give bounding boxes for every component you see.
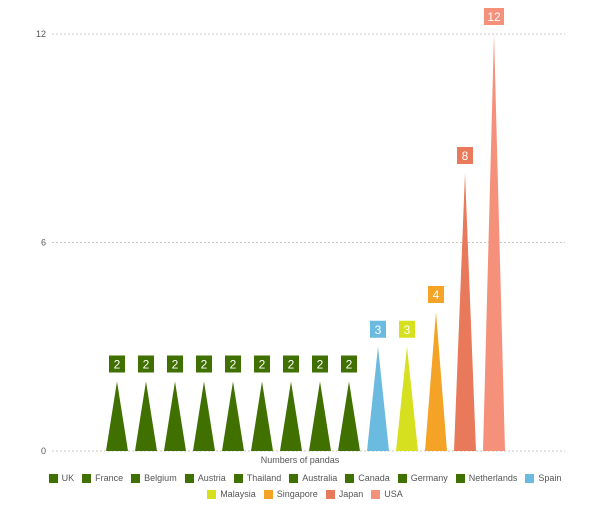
- legend-item-austria[interactable]: Austria: [184, 470, 226, 486]
- svg-text:3: 3: [375, 323, 382, 337]
- data-label-canada: 2: [283, 355, 299, 373]
- legend-label: Malaysia: [220, 489, 256, 499]
- legend-label: Germany: [410, 473, 448, 483]
- legend-swatch: [345, 473, 355, 483]
- y-tick-label: 6: [41, 238, 46, 248]
- bar-singapore: [425, 312, 447, 451]
- bar-germany: [309, 381, 331, 451]
- data-label-uk: 2: [109, 355, 125, 373]
- legend-item-japan[interactable]: Japan: [325, 486, 364, 502]
- legend: UK France Belgium Austria Thailand Australia C…: [40, 470, 570, 502]
- data-label-spain: 3: [370, 320, 386, 338]
- legend-label: USA: [384, 489, 403, 499]
- data-label-australia: 2: [254, 355, 270, 373]
- y-tick-label: 12: [36, 29, 46, 39]
- legend-label: Austria: [197, 473, 226, 483]
- legend-swatch: [455, 473, 465, 483]
- legend-item-germany[interactable]: Germany: [397, 470, 448, 486]
- legend-swatch: [207, 489, 217, 499]
- data-label-france: 2: [138, 355, 154, 373]
- legend-swatch: [131, 473, 141, 483]
- legend-label: Australia: [302, 473, 338, 483]
- data-label-usa: 12: [484, 8, 504, 25]
- data-label-thailand: 2: [225, 355, 241, 373]
- svg-text:12: 12: [487, 10, 501, 24]
- svg-text:8: 8: [462, 149, 469, 163]
- svg-text:4: 4: [433, 288, 440, 302]
- legend-swatch: [48, 473, 58, 483]
- legend-item-singapore[interactable]: Singapore: [263, 486, 318, 502]
- bar-france: [135, 381, 157, 451]
- svg-text:2: 2: [143, 358, 150, 372]
- bar-usa: [483, 34, 505, 451]
- svg-text:2: 2: [230, 358, 237, 372]
- legend-swatch: [397, 473, 407, 483]
- legend-item-spain[interactable]: Spain: [525, 470, 561, 486]
- legend-item-uk[interactable]: UK: [48, 470, 75, 486]
- legend-item-belgium[interactable]: Belgium: [131, 470, 177, 486]
- legend-item-netherlands[interactable]: Netherlands: [455, 470, 518, 486]
- svg-text:2: 2: [259, 358, 266, 372]
- legend-label: France: [95, 473, 124, 483]
- legend-item-australia[interactable]: Australia: [289, 470, 337, 486]
- legend-item-malaysia[interactable]: Malaysia: [207, 486, 256, 502]
- data-label-belgium: 2: [167, 355, 183, 373]
- data-label-germany: 2: [312, 355, 328, 373]
- data-label-malaysia: 3: [399, 320, 415, 338]
- data-labels: 2 2 2 2 2 2 2 2 2 3 3 4 8 12: [109, 8, 504, 373]
- bar-uk: [106, 381, 128, 451]
- legend-swatch: [289, 473, 299, 483]
- svg-text:2: 2: [114, 358, 121, 372]
- legend-label: UK: [61, 473, 75, 483]
- data-label-singapore: 4: [428, 286, 444, 303]
- legend-item-canada[interactable]: Canada: [345, 470, 390, 486]
- svg-text:2: 2: [346, 358, 353, 372]
- data-label-netherlands: 2: [341, 355, 357, 373]
- bar-japan: [454, 173, 476, 451]
- legend-item-thailand[interactable]: Thailand: [233, 470, 282, 486]
- x-axis-label: Numbers of pandas: [261, 455, 340, 465]
- bar-thailand: [222, 381, 244, 451]
- legend-swatch: [263, 489, 273, 499]
- legend-label: Canada: [358, 473, 390, 483]
- svg-text:2: 2: [317, 358, 324, 372]
- legend-swatch: [525, 473, 535, 483]
- legend-item-france[interactable]: France: [82, 470, 123, 486]
- svg-text:2: 2: [201, 358, 208, 372]
- svg-text:3: 3: [404, 323, 411, 337]
- bars: [106, 34, 505, 451]
- legend-swatch: [184, 473, 194, 483]
- data-label-japan: 8: [457, 147, 473, 164]
- legend-label: Netherlands: [468, 473, 518, 483]
- bar-spain: [367, 346, 389, 451]
- bar-netherlands: [338, 381, 360, 451]
- legend-item-usa[interactable]: USA: [371, 486, 403, 502]
- svg-text:2: 2: [172, 358, 179, 372]
- legend-label: Spain: [538, 473, 562, 483]
- legend-label: Japan: [338, 489, 364, 499]
- legend-label: Belgium: [144, 473, 177, 483]
- svg-text:2: 2: [288, 358, 295, 372]
- legend-swatch: [82, 473, 92, 483]
- y-axis-ticks: 0 6 12: [36, 29, 46, 456]
- legend-swatch: [371, 489, 381, 499]
- legend-swatch: [233, 473, 243, 483]
- data-label-austria: 2: [196, 355, 212, 373]
- legend-label: Thailand: [246, 473, 282, 483]
- legend-label: Singapore: [276, 489, 318, 499]
- bar-australia: [251, 381, 273, 451]
- bar-austria: [193, 381, 215, 451]
- y-tick-label: 0: [41, 446, 46, 456]
- bar-malaysia: [396, 346, 418, 451]
- legend-swatch: [325, 489, 335, 499]
- bar-belgium: [164, 381, 186, 451]
- bar-canada: [280, 381, 302, 451]
